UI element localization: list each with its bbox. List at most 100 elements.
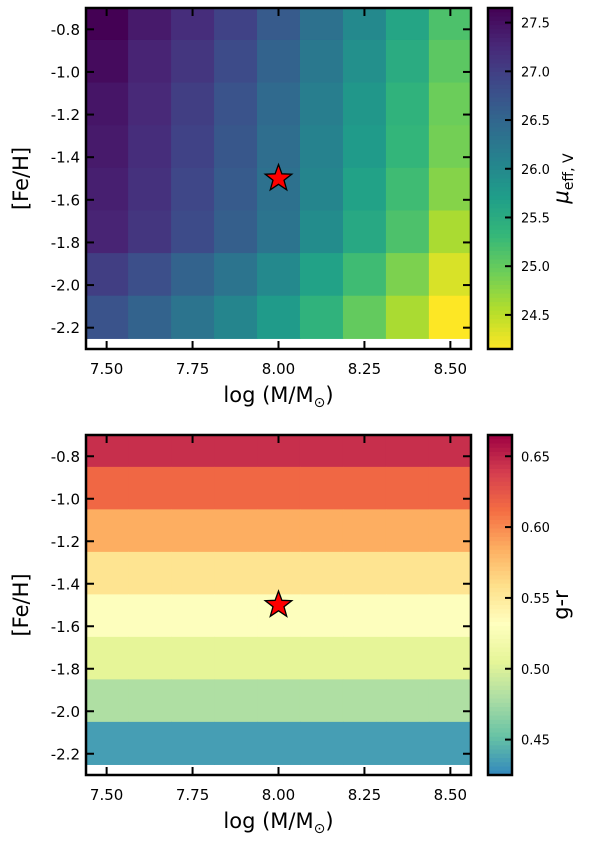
colorbar-segment xyxy=(488,59,512,65)
colorbar-segment xyxy=(488,106,512,111)
heatmap-cell xyxy=(257,253,301,297)
colorbar-segment xyxy=(488,280,512,286)
heatmap-cell xyxy=(128,636,172,680)
heatmap-cell xyxy=(428,125,472,169)
colorbar-segment xyxy=(488,259,512,265)
colorbar-segment xyxy=(488,242,512,248)
colorbar-segment xyxy=(488,741,512,746)
heatmap-cell xyxy=(214,82,258,126)
colorbar-segment xyxy=(488,753,512,759)
heatmap-cell xyxy=(342,82,387,126)
heatmap-cell xyxy=(171,39,215,84)
colorbar-segment xyxy=(488,199,512,205)
colorbar-segment xyxy=(488,208,512,214)
colorbar-segment xyxy=(488,490,512,496)
colorbar-segment xyxy=(488,537,512,542)
colorbar-tick-label: 27.5 xyxy=(521,17,550,32)
colorbar-segment xyxy=(488,532,512,538)
heatmap-cell xyxy=(171,167,215,212)
colorbar-segment xyxy=(488,447,512,453)
colorbar-segment xyxy=(488,558,512,564)
colorbar-segment xyxy=(488,702,512,708)
colorbar-segment xyxy=(488,233,512,239)
colorbar-segment xyxy=(488,439,512,445)
heatmap-cell xyxy=(171,125,215,169)
heatmap-cell xyxy=(257,39,301,84)
colorbar-segment xyxy=(488,110,512,116)
colorbar-segment xyxy=(488,681,512,687)
colorbar-segment xyxy=(488,656,512,661)
x-tick-label: 8.00 xyxy=(262,786,295,804)
colorbar-segment xyxy=(488,54,512,60)
y-tick-label: -0.8 xyxy=(51,21,80,39)
y-tick-label: -2.2 xyxy=(51,745,80,763)
x-tick-label: 8.00 xyxy=(262,360,295,378)
colorbar-segment xyxy=(488,165,512,171)
heatmap-cell xyxy=(128,39,172,84)
colorbar-segment xyxy=(488,178,512,184)
heatmap-cell xyxy=(214,125,258,169)
heatmap-cell xyxy=(299,435,344,468)
heatmap-cell xyxy=(385,594,430,638)
heatmap-cell xyxy=(214,253,258,297)
star-marker xyxy=(263,162,294,192)
colorbar: 0.45 0.50 0.55 0.60 0.65 g-r xyxy=(486,433,573,777)
heatmap-cell xyxy=(86,39,129,84)
heatmap-cell xyxy=(257,551,301,595)
heatmap-cell xyxy=(299,594,344,638)
colorbar-segment xyxy=(488,477,512,483)
heatmap-cell xyxy=(342,679,387,723)
colorbar-segment xyxy=(488,639,512,644)
y-tick-label: -1.6 xyxy=(51,618,80,636)
y-axis-label: [Fe/H] xyxy=(9,147,33,210)
colorbar-tick-label: 0.55 xyxy=(521,592,550,607)
heatmap-cell xyxy=(214,295,258,339)
colorbar: 24.5 25.0 25.5 26.0 26.5 27.0 27.5 μeff, V xyxy=(486,6,577,351)
heatmap-cell xyxy=(171,253,215,297)
colorbar-segment xyxy=(488,123,512,128)
heatmap-cell xyxy=(299,167,344,212)
heatmap-cell xyxy=(299,295,344,339)
heatmap-cell xyxy=(385,39,430,84)
heatmap-cell xyxy=(385,435,430,468)
x-axis-label: log (M/M⊙) xyxy=(223,383,333,411)
colorbar-segment xyxy=(488,144,512,150)
colorbar-segment xyxy=(488,268,512,273)
colorbar-segment xyxy=(488,634,512,640)
colorbar-segment xyxy=(488,749,512,755)
heatmap-cell xyxy=(428,509,472,553)
colorbar-segment xyxy=(488,12,512,18)
colorbar-segment xyxy=(488,473,512,479)
colorbar-segment xyxy=(488,182,512,188)
heatmap-cell xyxy=(299,721,344,765)
heatmap-cell xyxy=(214,679,258,723)
colorbar-segment xyxy=(488,707,512,712)
heatmap-cell xyxy=(171,295,215,339)
colorbar-segment xyxy=(488,221,512,226)
colorbar-tick-label: 0.50 xyxy=(521,663,550,678)
y-tick-label: -1.2 xyxy=(51,106,80,124)
colorbar-segment xyxy=(488,673,512,678)
colorbar-segment xyxy=(488,566,512,572)
colorbar-segment xyxy=(488,596,512,602)
colorbar-segment xyxy=(488,140,512,145)
colorbar-segment xyxy=(488,732,512,738)
colorbar-segment xyxy=(488,63,512,69)
colorbar-segment xyxy=(488,187,512,192)
y-tick-label: -2.2 xyxy=(51,319,80,337)
colorbar-segment xyxy=(488,592,512,598)
colorbar-segment xyxy=(488,677,512,683)
heatmap-cell xyxy=(342,125,387,169)
colorbar-segment xyxy=(488,690,512,695)
heatmap-cell xyxy=(257,210,301,254)
colorbar-tick-label: 24.5 xyxy=(521,309,550,324)
colorbar-segment xyxy=(488,340,512,346)
colorbar-segment xyxy=(488,8,512,13)
colorbar-segment xyxy=(488,148,512,154)
heatmap-cell xyxy=(214,466,258,510)
y-tick-label: -1.2 xyxy=(51,533,80,551)
colorbar-segment xyxy=(488,114,512,120)
heatmap-cell xyxy=(171,721,215,765)
colorbar-segment xyxy=(488,464,512,470)
colorbar-segment xyxy=(488,93,512,99)
